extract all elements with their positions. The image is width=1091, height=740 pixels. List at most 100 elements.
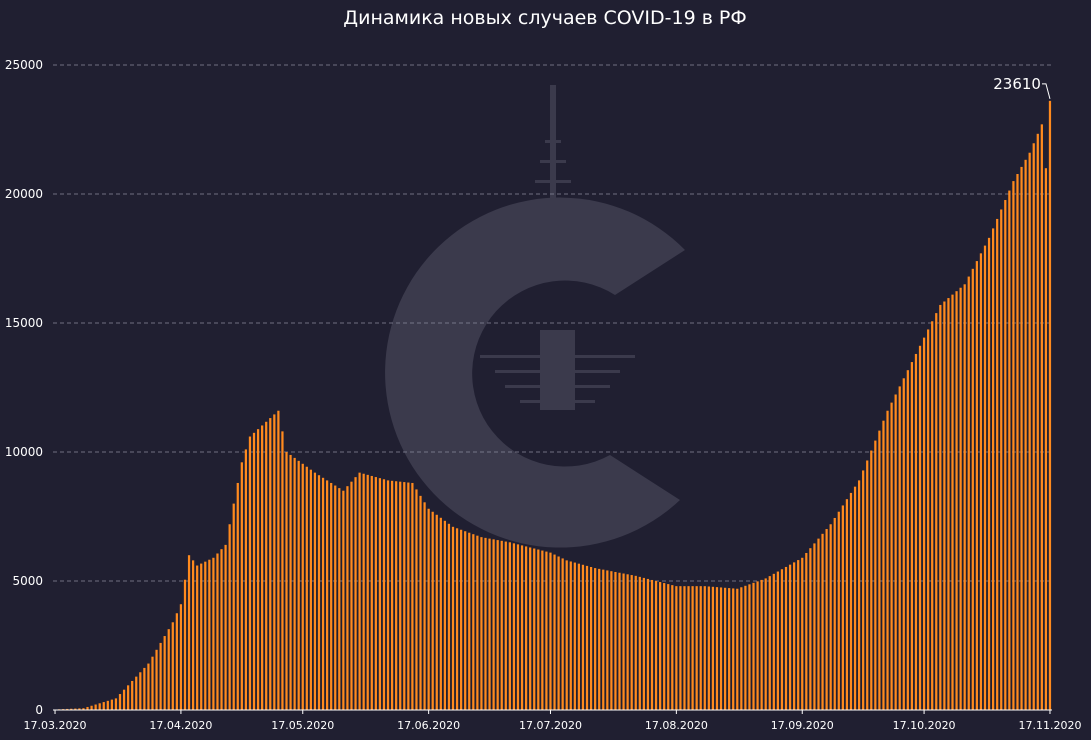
bar [537,549,540,710]
bar [943,301,946,710]
bar [1012,181,1015,711]
bar [455,528,459,710]
bar [561,558,564,710]
bar [683,586,686,710]
bar [890,402,893,710]
bar [991,228,995,710]
bar [752,582,755,710]
bar [427,508,430,710]
bar [833,517,836,710]
bar [983,245,987,710]
bar [317,475,321,710]
bar [541,550,544,710]
bar [196,565,199,710]
bar [922,337,926,710]
bar [857,480,861,710]
bar [66,708,69,710]
x-axis-ticks: 17.03.2020 17.04.2020 17.05.2020 17.06.2020… [24,710,1081,732]
bar [330,482,333,710]
bar [232,503,235,710]
bar [524,546,528,710]
bar [508,542,511,710]
bar [870,450,873,710]
bar [496,540,499,710]
bars [53,100,1052,711]
bar [784,566,788,710]
bar [630,575,633,710]
bar [894,394,897,710]
bar [159,642,162,710]
bar [301,463,304,710]
bar [959,287,962,710]
bar [545,551,548,710]
bar [175,613,178,710]
bar [512,543,516,710]
bar [756,581,759,710]
bar [882,420,885,710]
bar [390,480,394,710]
bar [585,565,589,710]
bar [346,486,349,710]
bar [598,568,601,710]
bar [131,680,134,710]
bar [845,499,849,710]
y-tick-label: 5000 [12,574,43,588]
bar [715,587,719,710]
bar [622,573,625,710]
bar [979,253,983,710]
bar [817,538,820,710]
bar [151,656,154,710]
y-tick-label: 10000 [5,445,43,459]
bar [837,511,840,710]
bar [996,218,999,710]
bar [362,473,365,710]
bar [90,705,93,710]
bar [374,477,377,710]
bar [334,485,337,710]
bar [309,469,312,710]
bar [439,517,442,710]
bar [723,587,727,710]
bar [1008,190,1011,710]
bar [191,560,195,710]
bar [549,552,552,710]
bar [732,588,735,710]
bar [208,559,211,710]
bar [520,545,524,710]
bar [411,482,414,710]
bar [699,586,702,710]
bar [354,477,357,710]
bar [305,466,308,710]
bar [244,449,248,710]
y-axis-ticks: 0 5000 10000 15000 20000 25000 [5,58,43,717]
bar [740,587,743,710]
bar [1044,168,1048,710]
bar [135,676,138,710]
bar [642,577,645,710]
bar [460,529,463,710]
bar [187,555,191,710]
bar [634,575,637,710]
bar [476,535,479,710]
grid-lines [53,64,1052,582]
bar [1036,133,1039,711]
bar [342,490,345,710]
bar [127,685,130,710]
bar [663,583,666,710]
bar [553,554,556,710]
bar [281,431,284,710]
bar [1032,143,1035,710]
bar [967,276,970,710]
bar [147,663,150,710]
bar [1000,209,1003,711]
bar [265,421,268,710]
bar [569,561,572,710]
bar [874,440,877,710]
bar [285,452,288,710]
peak-value-label: 23610 [993,75,1041,93]
bar [797,560,800,710]
bar [776,571,780,710]
bar [793,562,796,710]
bar [252,432,256,710]
bar [78,708,81,710]
